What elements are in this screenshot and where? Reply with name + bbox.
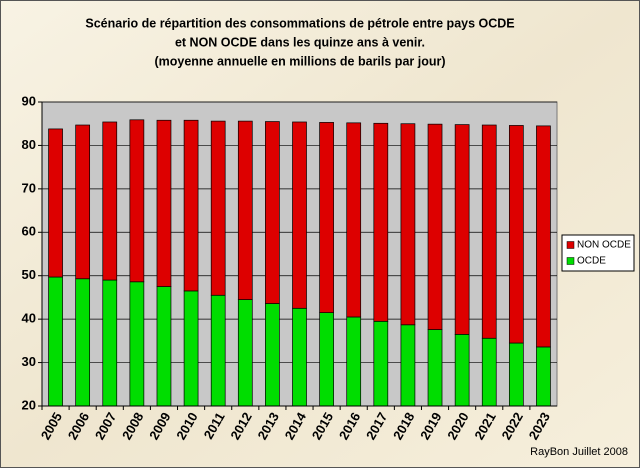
bar [481, 337, 497, 407]
bar [102, 279, 118, 407]
bar [156, 119, 172, 287]
bar [346, 122, 362, 318]
bar [237, 120, 253, 300]
y-tick-label: 60 [22, 224, 36, 239]
bar [183, 290, 199, 407]
y-tick-label: 80 [22, 137, 36, 152]
bar [129, 281, 145, 407]
bar [319, 312, 334, 407]
bar [75, 124, 91, 280]
y-tick-label: 40 [22, 311, 36, 326]
chart-title: (moyenne annuelle en millions de barils … [154, 54, 445, 68]
credit: RayBon Juillet 2008 [530, 446, 628, 458]
y-tick-label: 90 [22, 93, 36, 108]
bar [292, 121, 307, 309]
y-tick-label: 20 [22, 397, 36, 412]
bar [210, 294, 226, 407]
bar [48, 128, 63, 278]
bar [48, 276, 63, 407]
bar [481, 124, 497, 339]
bar [265, 303, 280, 407]
bar [210, 120, 226, 296]
bar [237, 299, 253, 407]
legend-box [561, 234, 635, 272]
y-tick-label: 30 [22, 354, 36, 369]
bar [373, 320, 389, 407]
bar [536, 346, 551, 407]
bar [156, 286, 172, 407]
bar [346, 316, 362, 407]
y-tick-label: 70 [22, 180, 36, 195]
chart-title: Scénario de répartition des consommation… [85, 16, 514, 30]
bar [183, 119, 199, 292]
bar [454, 124, 470, 335]
bar [129, 119, 145, 283]
bar [373, 122, 389, 322]
bar [319, 122, 334, 313]
bar [536, 125, 551, 348]
bar [102, 121, 118, 281]
bar [508, 125, 524, 344]
bar [292, 307, 307, 407]
bar [427, 329, 443, 407]
bar [400, 324, 416, 407]
legend-swatch [566, 257, 575, 265]
legend-label: NON OCDE [577, 240, 631, 251]
bar [454, 333, 470, 407]
legend-swatch [566, 241, 575, 249]
bar [265, 121, 280, 304]
chart-title: et NON OCDE dans les quinze ans à venir. [175, 35, 425, 49]
bar [508, 342, 524, 407]
y-tick-label: 50 [22, 267, 36, 282]
bar [427, 123, 443, 330]
bar [400, 123, 416, 326]
bar [75, 278, 91, 407]
legend-label: OCDE [577, 256, 606, 267]
